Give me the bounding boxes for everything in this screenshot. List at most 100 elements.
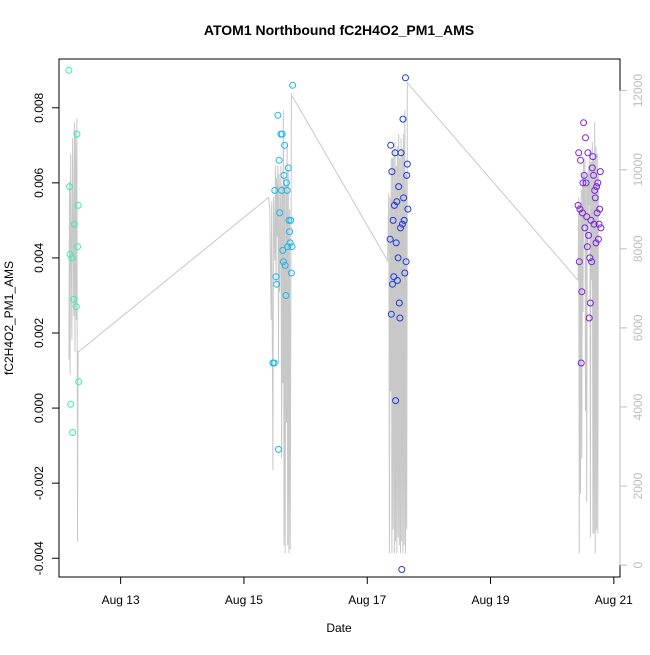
data-point bbox=[275, 156, 283, 164]
y-tick-label: -0.002 bbox=[32, 466, 46, 500]
data-point bbox=[73, 130, 81, 138]
data-point bbox=[400, 194, 408, 202]
data-point bbox=[578, 209, 586, 217]
data-point bbox=[577, 156, 584, 164]
data-point bbox=[394, 254, 402, 262]
data-point bbox=[578, 288, 586, 296]
data-point bbox=[390, 273, 398, 281]
y-tick-label: 0.008 bbox=[32, 92, 46, 122]
data-point bbox=[276, 209, 284, 217]
data-point bbox=[386, 235, 394, 243]
data-point bbox=[585, 231, 593, 239]
data-point bbox=[389, 216, 397, 224]
data-point bbox=[395, 299, 403, 307]
plot-box bbox=[58, 58, 621, 578]
y2-tick-label: 6000 bbox=[631, 314, 645, 341]
data-point bbox=[399, 115, 407, 123]
data-point bbox=[280, 171, 288, 179]
y-tick-label: 0.002 bbox=[32, 318, 46, 348]
data-point bbox=[596, 205, 604, 213]
y2-tick-label: 12000 bbox=[631, 74, 645, 108]
data-point bbox=[574, 201, 582, 209]
data-point bbox=[285, 216, 293, 224]
x-tick-label: Aug 13 bbox=[102, 593, 140, 607]
data-point bbox=[274, 111, 282, 119]
data-point bbox=[288, 243, 296, 251]
data-point bbox=[283, 179, 290, 187]
data-point bbox=[401, 269, 409, 277]
data-point bbox=[402, 258, 410, 266]
x-tick-label: Aug 15 bbox=[225, 593, 263, 607]
y-tick-label: 0.004 bbox=[32, 243, 46, 273]
data-point bbox=[584, 149, 592, 157]
y-tick-label: 0.000 bbox=[32, 393, 46, 423]
data-point bbox=[68, 254, 76, 262]
data-point bbox=[594, 235, 602, 243]
data-point bbox=[65, 66, 73, 74]
data-point bbox=[403, 171, 411, 179]
data-point bbox=[287, 269, 295, 277]
data-point bbox=[74, 243, 81, 251]
data-point bbox=[75, 378, 83, 386]
y-axis-title: fC2H4O2_PM1_AMS bbox=[2, 261, 16, 375]
data-point bbox=[279, 258, 287, 266]
data-point bbox=[396, 314, 404, 322]
data-point bbox=[588, 258, 596, 266]
data-point bbox=[575, 149, 583, 157]
data-point bbox=[400, 216, 408, 224]
data-point bbox=[69, 429, 77, 436]
data-point bbox=[586, 299, 594, 307]
data-point bbox=[389, 280, 396, 288]
y-tick-label: -0.004 bbox=[32, 541, 46, 575]
data-point bbox=[585, 314, 593, 322]
data-point bbox=[272, 273, 280, 281]
data-point bbox=[74, 201, 82, 209]
data-point bbox=[398, 566, 406, 573]
data-point bbox=[393, 277, 401, 284]
y2-tick-label: 0 bbox=[631, 561, 645, 568]
data-point bbox=[66, 183, 73, 191]
data-point bbox=[402, 74, 409, 82]
data-point bbox=[279, 246, 287, 254]
data-point bbox=[289, 81, 297, 89]
data-point bbox=[284, 164, 292, 172]
data-point bbox=[286, 228, 294, 236]
data-point bbox=[398, 220, 406, 228]
data-point bbox=[392, 397, 400, 405]
y2-tick-label: 10000 bbox=[631, 153, 645, 187]
data-point bbox=[591, 186, 599, 194]
data-point bbox=[387, 141, 395, 149]
y2-tick-label: 8000 bbox=[631, 235, 645, 262]
axes-layer: Aug 13 Aug 15 Aug 17 Aug 19 Aug 21 -0.004 -0.0… bbox=[32, 74, 645, 607]
data-point bbox=[582, 179, 590, 187]
data-point bbox=[283, 186, 291, 194]
data-point bbox=[575, 258, 583, 266]
data-point bbox=[281, 261, 289, 269]
y2-tick-label: 4000 bbox=[631, 393, 645, 420]
data-point bbox=[579, 179, 587, 187]
data-point bbox=[397, 149, 405, 157]
data-point bbox=[590, 220, 598, 228]
data-point bbox=[67, 400, 75, 408]
x-tick-label: Aug 17 bbox=[348, 593, 386, 607]
data-point bbox=[273, 280, 281, 288]
secondary-line bbox=[68, 81, 599, 554]
data-point bbox=[595, 220, 603, 228]
data-point bbox=[271, 186, 279, 194]
data-point bbox=[70, 295, 78, 303]
data-point bbox=[393, 198, 401, 206]
data-point bbox=[282, 292, 290, 299]
data-point bbox=[582, 134, 589, 142]
data-point bbox=[594, 179, 602, 187]
data-point bbox=[395, 183, 403, 191]
data-point bbox=[583, 213, 591, 221]
data-point bbox=[278, 130, 286, 138]
data-point bbox=[72, 303, 80, 311]
data-point bbox=[387, 310, 395, 318]
data-point bbox=[589, 153, 597, 161]
data-point bbox=[596, 168, 604, 176]
data-point bbox=[592, 239, 600, 247]
data-point bbox=[287, 216, 295, 224]
